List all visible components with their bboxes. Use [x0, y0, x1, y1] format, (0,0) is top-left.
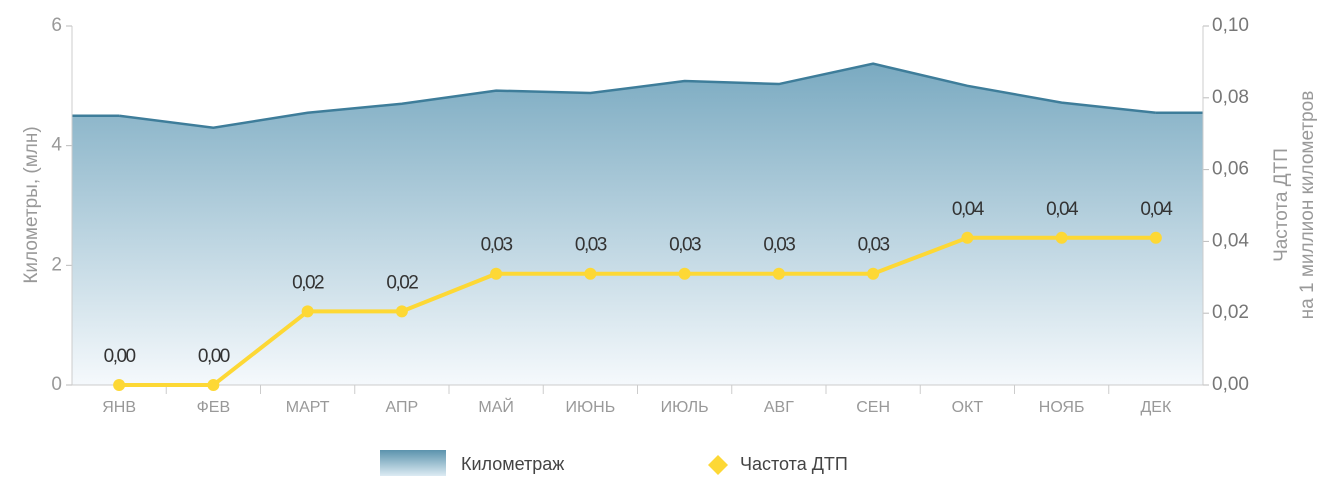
data-label: 0,00 — [104, 346, 136, 367]
y-tick-label: 2 — [51, 254, 62, 275]
x-tick-label: ОКТ — [952, 399, 984, 416]
point — [772, 267, 785, 280]
data-label: 0,02 — [292, 272, 324, 293]
point — [113, 379, 126, 391]
point — [395, 305, 408, 318]
legend-swatch — [708, 455, 728, 475]
x-tick-label: ФЕВ — [197, 399, 231, 416]
area-layer — [72, 62, 1203, 385]
y2-tick-label: 0,08 — [1212, 87, 1249, 108]
x-tick-label: СЕН — [856, 399, 890, 416]
x-tick-label: ДЕК — [1140, 399, 1172, 416]
data-label: 0,03 — [575, 235, 607, 256]
y2-tick-label: 0,04 — [1212, 230, 1249, 251]
data-label: 0,00 — [198, 346, 230, 367]
data-label: 0,03 — [858, 235, 890, 256]
point — [1055, 231, 1068, 244]
point — [207, 379, 220, 391]
x-tick-label: АВГ — [764, 399, 794, 416]
line — [119, 235, 1156, 387]
x-tick-label: НОЯБ — [1039, 399, 1085, 416]
y2-axis-label: Частота ДТП — [1271, 148, 1292, 262]
y-tick-label: 6 — [51, 15, 62, 36]
legend-label: Километраж — [461, 454, 564, 474]
line-layer: 0,00 0,00 0,02 0,02 0,03 0,03 0,03 0,03 0,03 0,04… — [104, 199, 1175, 391]
y2-tick-label: 0,10 — [1212, 15, 1249, 36]
point — [961, 231, 974, 244]
y-axis-label: Километры, (млн) — [21, 126, 42, 283]
y2-axis-label: на 1 миллион километров — [1297, 91, 1318, 320]
axes-layer: 0 2 4 6 0,00 0,02 0,04 0,06 0,08 0,10 ЯНВ ФЕВ МАРТ АП… — [51, 15, 1249, 416]
data-label: 0,02 — [386, 272, 418, 293]
data-label: 0,03 — [763, 235, 795, 256]
data-label: 0,03 — [669, 235, 701, 256]
point — [301, 305, 314, 318]
area-line — [118, 62, 1157, 129]
data-label: 0,03 — [481, 235, 513, 256]
legend-swatch — [380, 450, 446, 476]
area-fill — [72, 63, 1203, 385]
x-tick-label: МАЙ — [478, 397, 514, 416]
point — [490, 267, 503, 280]
y-tick-label: 4 — [51, 135, 62, 156]
y2-tick-label: 0,00 — [1212, 374, 1249, 395]
legend-label: Частота ДТП — [740, 454, 848, 474]
data-label: 0,04 — [1046, 199, 1079, 220]
data-label: 0,04 — [1140, 199, 1173, 220]
y2-tick-label: 0,02 — [1212, 302, 1249, 323]
y-tick-label: 0 — [51, 374, 62, 395]
x-tick-label: ИЮНЬ — [566, 399, 616, 416]
x-tick-label: ИЮЛЬ — [661, 399, 709, 416]
point — [678, 267, 691, 280]
point — [867, 267, 880, 280]
point — [584, 267, 597, 280]
point — [1149, 231, 1162, 244]
x-tick-label: МАРТ — [286, 399, 330, 416]
x-tick-label: ЯНВ — [102, 399, 136, 416]
data-label: 0,04 — [952, 199, 985, 220]
y2-tick-label: 0,06 — [1212, 159, 1249, 180]
x-tick-label: АПР — [386, 399, 419, 416]
